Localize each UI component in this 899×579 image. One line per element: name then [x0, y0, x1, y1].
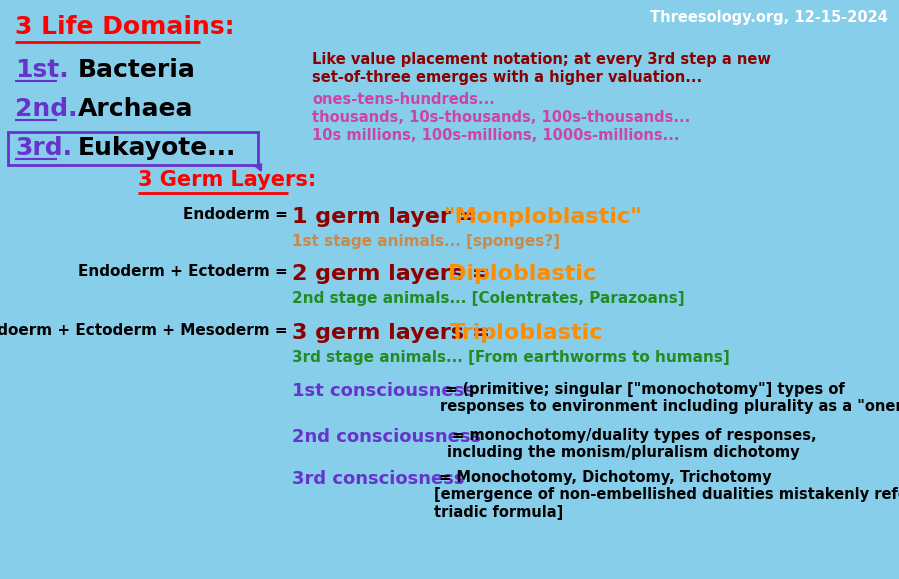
Text: 3rd.: 3rd. — [15, 136, 72, 160]
Text: 1st.: 1st. — [15, 58, 68, 82]
Text: = (primitive; singular ["monochotomy"] types of
responses to environment includi: = (primitive; singular ["monochotomy"] t… — [440, 382, 899, 415]
Text: 10s millions, 100s-millions, 1000s-millions...: 10s millions, 100s-millions, 1000s-milli… — [312, 128, 680, 143]
Text: 3 Life Domains:: 3 Life Domains: — [15, 15, 235, 39]
Text: 3rd consciosness: 3rd consciosness — [292, 470, 465, 488]
Text: Endoderm =: Endoderm = — [183, 207, 288, 222]
Text: 2nd.: 2nd. — [15, 97, 77, 121]
Text: Like value placement notation; at every 3rd step a new: Like value placement notation; at every … — [312, 52, 770, 67]
Text: Bacteria: Bacteria — [78, 58, 196, 82]
Text: 1st consciousness: 1st consciousness — [292, 382, 475, 400]
Text: Archaea: Archaea — [78, 97, 193, 121]
Text: 1 germ layer =: 1 germ layer = — [292, 207, 485, 227]
Text: = monochotomy/duality types of responses,
including the monism/pluralism dichoto: = monochotomy/duality types of responses… — [447, 428, 816, 460]
Text: = Monochotomy, Dichotomy, Trichotomy
[emergence of non-embellished dualities mis: = Monochotomy, Dichotomy, Trichotomy [em… — [434, 470, 899, 520]
Text: 2 germ layers =: 2 germ layers = — [292, 264, 498, 284]
Text: ones-tens-hundreds...: ones-tens-hundreds... — [312, 92, 494, 107]
Text: Endoderm + Ectoderm =: Endoderm + Ectoderm = — [78, 264, 288, 279]
Text: Threesology.org, 12-15-2024: Threesology.org, 12-15-2024 — [650, 10, 888, 25]
Text: Triploblastic: Triploblastic — [450, 323, 603, 343]
Text: 3 germ layers =: 3 germ layers = — [292, 323, 498, 343]
Text: 3rd stage animals... [From earthworms to humans]: 3rd stage animals... [From earthworms to… — [292, 350, 730, 365]
Text: 2nd consciousness: 2nd consciousness — [292, 428, 481, 446]
Text: 1st stage animals... [sponges?]: 1st stage animals... [sponges?] — [292, 234, 560, 249]
Text: "Monploblastic": "Monploblastic" — [444, 207, 643, 227]
Text: 2nd stage animals... [Colentrates, Parazoans]: 2nd stage animals... [Colentrates, Paraz… — [292, 291, 685, 306]
Text: Diploblastic: Diploblastic — [448, 264, 596, 284]
Text: Endoerm + Ectoderm + Mesoderm =: Endoerm + Ectoderm + Mesoderm = — [0, 323, 288, 338]
Text: set-of-three emerges with a higher valuation...: set-of-three emerges with a higher valua… — [312, 70, 702, 85]
Text: thousands, 10s-thousands, 100s-thousands...: thousands, 10s-thousands, 100s-thousands… — [312, 110, 690, 125]
Text: Eukayote...: Eukayote... — [78, 136, 236, 160]
Text: 3 Germ Layers:: 3 Germ Layers: — [138, 170, 316, 190]
